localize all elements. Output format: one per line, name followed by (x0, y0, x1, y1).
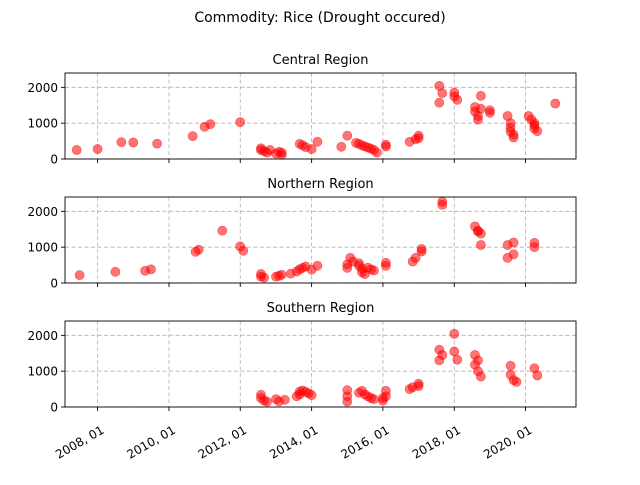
data-point (508, 249, 519, 260)
x-tick-label: 2008, 01 (53, 423, 106, 462)
data-point (276, 147, 287, 158)
y-tick-label: 0 (50, 401, 58, 415)
panel-title: Northern Region (267, 177, 373, 192)
x-tick-label: 2012, 01 (196, 423, 249, 462)
panel-1: Northern Region 0 1000 2000 (27, 177, 577, 291)
data-point (550, 98, 561, 109)
data-point (238, 245, 249, 256)
data-point (276, 269, 287, 280)
data-point (416, 244, 427, 254)
y-tick-label: 1000 (27, 117, 58, 131)
data-point (413, 381, 424, 392)
data-point (532, 370, 543, 381)
data-point (193, 244, 204, 255)
data-point (74, 270, 85, 280)
data-point (475, 371, 486, 382)
panel-frame (64, 196, 577, 284)
x-tick-label: 2016, 01 (338, 423, 391, 462)
data-point (413, 133, 424, 144)
panel-frame (64, 320, 577, 408)
data-point (306, 390, 317, 401)
data-point (262, 396, 272, 407)
y-tick-label: 0 (50, 277, 58, 291)
data-point (205, 119, 216, 130)
data-point (312, 260, 323, 271)
data-point (306, 144, 317, 154)
data-point (312, 136, 323, 147)
data-point (371, 147, 382, 158)
panel-title: Central Region (273, 53, 369, 68)
data-point (449, 328, 460, 339)
y-tick-label: 2000 (27, 81, 58, 95)
panel-title: Southern Region (267, 301, 375, 316)
data-point (116, 137, 127, 148)
panel-frame (64, 72, 577, 160)
y-tick-label: 2000 (27, 205, 58, 219)
data-point (473, 114, 483, 125)
data-point (128, 137, 139, 148)
x-tick-label: 2014, 01 (267, 423, 320, 462)
data-point (511, 376, 522, 387)
data-point (434, 97, 445, 108)
data-point (452, 354, 463, 365)
data-point (437, 199, 448, 210)
x-tick-label: 2010, 01 (125, 423, 178, 462)
data-point (437, 350, 448, 360)
data-point (146, 264, 156, 275)
data-point (505, 360, 516, 371)
y-tick-label: 1000 (27, 241, 58, 255)
data-point (452, 95, 463, 105)
panel-2: Southern Region 0 1000 2000 (27, 301, 577, 415)
y-tick-label: 2000 (27, 329, 58, 343)
data-point (380, 139, 391, 150)
data-point (449, 346, 460, 357)
data-point (484, 107, 495, 118)
data-point (342, 385, 353, 396)
data-point (475, 91, 486, 101)
data-point (437, 88, 448, 98)
data-point (508, 132, 519, 143)
y-tick-label: 0 (50, 153, 58, 167)
data-point (336, 141, 347, 152)
data-point (529, 242, 540, 253)
data-point (380, 385, 391, 396)
data-point (110, 266, 121, 277)
panel-0: Central Region 0 1000 2000 (27, 53, 577, 167)
data-point (187, 131, 198, 141)
x-tick-label: 2018, 01 (410, 423, 463, 462)
data-point (235, 117, 246, 127)
data-point (380, 257, 391, 268)
data-point (92, 144, 103, 154)
data-point (342, 130, 353, 141)
data-point (473, 355, 483, 366)
data-point (152, 138, 162, 149)
panels-layer: Central Region 0 1000 2000 Northern Region 0 1… (27, 53, 577, 415)
data-point (217, 225, 228, 236)
y-tick-label: 1000 (27, 365, 58, 379)
data-point (368, 394, 379, 404)
data-point (279, 394, 290, 405)
data-point (475, 240, 486, 250)
data-point (410, 252, 421, 263)
data-point (508, 237, 519, 248)
data-point (532, 126, 543, 137)
data-point (475, 103, 486, 114)
figure-title: Commodity: Rice (Drought occured) (194, 10, 445, 26)
x-tick-label: 2020, 01 (481, 423, 534, 462)
data-point (368, 265, 379, 276)
x-axis: 2008, 01 2010, 01 2012, 01 2014, 01 2016, 01… (53, 423, 534, 462)
data-point (71, 145, 82, 155)
data-point (259, 272, 269, 283)
data-point (475, 228, 486, 239)
